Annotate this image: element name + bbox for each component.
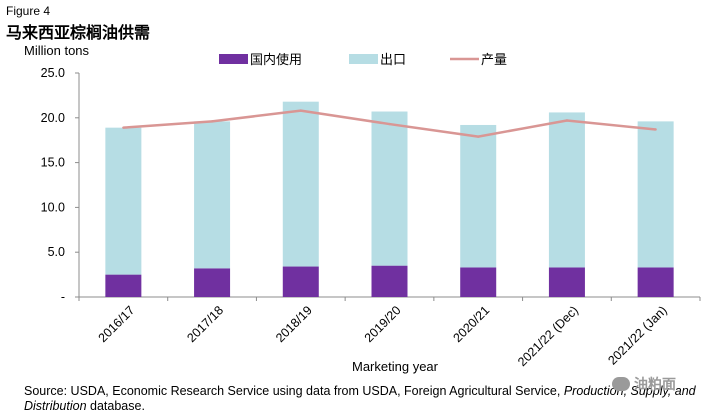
- bar-domestic: [371, 265, 408, 297]
- bar-domestic: [548, 267, 585, 297]
- bar-exports: [105, 127, 142, 275]
- legend-label: 出口: [380, 53, 406, 68]
- line-layer: [122, 109, 657, 138]
- bar-layer: [105, 101, 674, 297]
- production-point: [122, 126, 125, 129]
- watermark: 油粕面: [612, 374, 676, 394]
- legend-swatch: [349, 54, 378, 64]
- bar-exports: [194, 121, 231, 269]
- source-italic: Production, Supply, and Distribution: [24, 384, 696, 413]
- bar-exports: [460, 124, 497, 268]
- x-tick-label: 2021/22 (Jan): [605, 303, 669, 367]
- x-tick-label: 2017/18: [184, 303, 226, 345]
- axis-layer: - 5.0 10.0 15.0 20.0 25.0: [41, 66, 701, 304]
- legend-label: 产量: [481, 53, 507, 68]
- chart-title: 马来西亚棕榈油供需: [6, 23, 151, 42]
- x-axis-label: Marketing year: [352, 359, 439, 374]
- y-axis-label: Million tons: [24, 43, 90, 58]
- source-suffix: database.: [86, 399, 145, 413]
- bar-exports: [637, 121, 674, 268]
- y-tick-label: 20.0: [41, 111, 65, 125]
- source-prefix: Source: USDA, Economic Research Service …: [24, 384, 564, 398]
- x-tick-label: 2018/19: [273, 303, 315, 345]
- x-tick-label: 2021/22 (Dec): [515, 303, 581, 369]
- wechat-icon: [612, 377, 630, 391]
- y-tick-label: 25.0: [41, 66, 65, 80]
- source-note: Source: USDA, Economic Research Service …: [24, 384, 704, 414]
- y-tick-label: -: [61, 290, 65, 304]
- x-tick-label: 2016/17: [96, 303, 138, 345]
- production-point: [654, 128, 657, 131]
- production-point: [565, 119, 569, 122]
- bar-exports: [371, 111, 408, 266]
- production-point: [210, 120, 214, 123]
- bar-exports: [548, 112, 585, 268]
- production-point: [477, 135, 480, 138]
- watermark-text: 油粕面: [634, 377, 676, 393]
- y-tick-label: 10.0: [41, 200, 65, 214]
- bar-exports: [282, 101, 319, 267]
- x-tick-label: 2020/21: [450, 303, 492, 345]
- x-tick-label: 2019/20: [362, 303, 404, 345]
- bar-domestic: [105, 274, 142, 297]
- bar-domestic: [194, 268, 231, 297]
- bar-domestic: [460, 267, 497, 297]
- legend-label: 国内使用: [250, 52, 302, 68]
- bar-domestic: [637, 267, 674, 297]
- y-tick-label: 5.0: [48, 245, 65, 259]
- bar-domestic: [282, 266, 319, 297]
- production-point: [299, 109, 302, 112]
- legend-swatch: [219, 54, 248, 64]
- figure-label: Figure 4: [6, 4, 51, 18]
- y-tick-label: 15.0: [41, 156, 65, 170]
- production-point: [388, 122, 391, 126]
- chart-legend: 国内使用 出口 产量: [219, 52, 507, 68]
